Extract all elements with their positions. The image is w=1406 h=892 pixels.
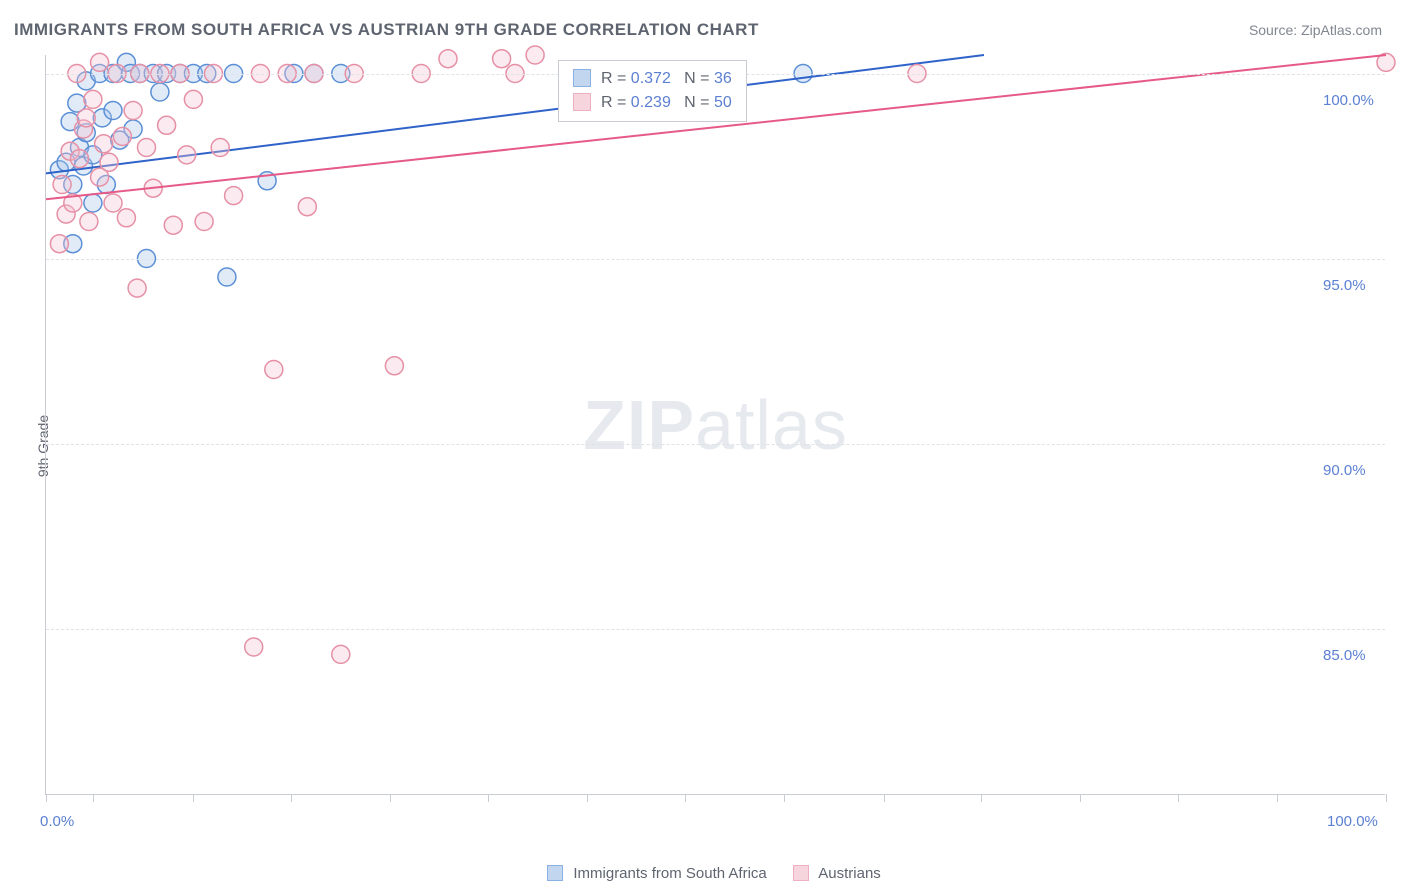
data-point-series-1: [113, 127, 131, 145]
data-point-series-1: [80, 213, 98, 231]
legend-swatch-series-0: [547, 865, 563, 881]
legend-r-value: 0.372: [631, 70, 671, 87]
data-point-series-1: [385, 357, 403, 375]
data-point-series-1: [265, 361, 283, 379]
data-point-series-1: [71, 150, 89, 168]
legend-label-series-1: Austrians: [818, 865, 881, 882]
data-point-series-1: [100, 153, 118, 171]
data-point-series-0: [218, 268, 236, 286]
data-point-series-1: [164, 216, 182, 234]
legend-label-series-0: Immigrants from South Africa: [573, 865, 766, 882]
data-point-series-1: [245, 638, 263, 656]
chart-svg: [46, 55, 1385, 794]
data-point-series-1: [50, 235, 68, 253]
x-tick: [784, 794, 785, 802]
chart-container: IMMIGRANTS FROM SOUTH AFRICA VS AUSTRIAN…: [0, 0, 1406, 892]
x-tick: [981, 794, 982, 802]
data-point-series-1: [91, 53, 109, 71]
gridline: [46, 259, 1385, 260]
data-point-series-1: [526, 46, 544, 64]
chart-title: IMMIGRANTS FROM SOUTH AFRICA VS AUSTRIAN…: [14, 20, 759, 40]
data-point-series-1: [211, 139, 229, 157]
data-point-series-1: [84, 90, 102, 108]
legend-r-value: 0.239: [631, 94, 671, 111]
gridline: [46, 444, 1385, 445]
x-tick: [1080, 794, 1081, 802]
y-tick-label: 90.0%: [1323, 462, 1366, 479]
data-point-series-1: [158, 116, 176, 134]
data-point-series-1: [332, 645, 350, 663]
x-tick: [1277, 794, 1278, 802]
series-legend: Immigrants from South Africa Austrians: [0, 865, 1406, 882]
data-point-series-1: [104, 194, 122, 212]
legend-row-series-1: R = 0.239 N = 50: [573, 91, 732, 115]
legend-n-value: 50: [714, 94, 732, 111]
data-point-series-1: [195, 213, 213, 231]
legend-n-value: 36: [714, 70, 732, 87]
data-point-series-1: [225, 187, 243, 205]
x-tick: [390, 794, 391, 802]
data-point-series-1: [184, 90, 202, 108]
data-point-series-1: [178, 146, 196, 164]
data-point-series-1: [138, 139, 156, 157]
legend-swatch-icon: [573, 93, 591, 111]
x-tick: [1386, 794, 1387, 802]
source-label: Source:: [1249, 22, 1301, 38]
data-point-series-0: [104, 102, 122, 120]
legend-swatch-series-1: [793, 865, 809, 881]
x-tick: [587, 794, 588, 802]
x-tick: [884, 794, 885, 802]
x-axis-min-label: 0.0%: [40, 813, 74, 830]
gridline: [46, 629, 1385, 630]
plot-area: ZIPatlas: [45, 55, 1385, 795]
x-tick: [685, 794, 686, 802]
x-tick: [488, 794, 489, 802]
x-tick: [291, 794, 292, 802]
x-axis-max-label: 100.0%: [1327, 813, 1378, 830]
data-point-series-0: [84, 194, 102, 212]
data-point-series-0: [151, 83, 169, 101]
correlation-legend: R = 0.372 N = 36R = 0.239 N = 50: [558, 60, 747, 122]
data-point-series-1: [77, 109, 95, 127]
data-point-series-1: [128, 279, 146, 297]
source-link[interactable]: ZipAtlas.com: [1301, 22, 1382, 38]
x-tick: [93, 794, 94, 802]
x-tick: [46, 794, 47, 802]
y-tick-label: 95.0%: [1323, 277, 1366, 294]
y-tick-label: 85.0%: [1323, 647, 1366, 664]
legend-swatch-icon: [573, 69, 591, 87]
data-point-series-1: [124, 102, 142, 120]
source-attribution: Source: ZipAtlas.com: [1249, 22, 1382, 38]
data-point-series-1: [117, 209, 135, 227]
data-point-series-1: [439, 50, 457, 68]
data-point-series-1: [95, 135, 113, 153]
legend-row-series-0: R = 0.372 N = 36: [573, 67, 732, 91]
x-tick: [193, 794, 194, 802]
x-tick: [1178, 794, 1179, 802]
data-point-series-1: [53, 176, 71, 194]
data-point-series-1: [298, 198, 316, 216]
y-tick-label: 100.0%: [1323, 92, 1374, 109]
data-point-series-1: [493, 50, 511, 68]
